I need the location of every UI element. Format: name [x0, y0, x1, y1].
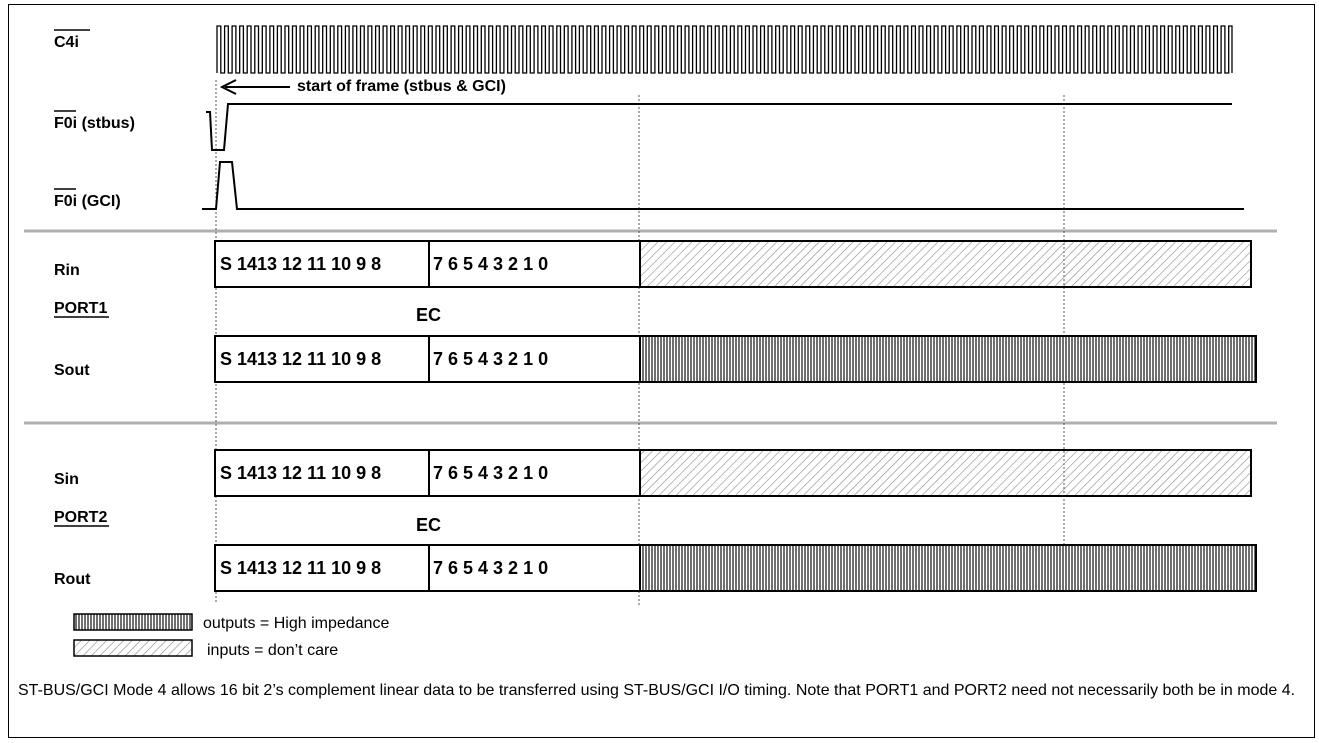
- port2-ec-label: EC: [416, 515, 441, 535]
- label-f0i-stbus: F0i (stbus): [54, 115, 135, 132]
- sout-high-bits: S 1413 12 11 10 9 8: [220, 349, 381, 369]
- label-sin: Sin: [54, 471, 79, 488]
- label-f0i-gci: F0i (GCI): [54, 193, 121, 210]
- diagram-frame: [8, 4, 1315, 738]
- sout-low-byte-box: [428, 335, 641, 383]
- description-note: ST-BUS/GCI Mode 4 allows 16 bit 2’s comp…: [18, 682, 1296, 699]
- label-rout: Rout: [54, 571, 91, 588]
- legend-dont-care-swatch: [73, 639, 193, 657]
- port1-ec-label: EC: [416, 305, 441, 325]
- label-sout: Sout: [54, 362, 90, 379]
- legend-high-impedance-swatch: [73, 613, 193, 631]
- label-rin: Rin: [54, 262, 80, 279]
- sout-high-impedance-region: [639, 335, 1257, 383]
- rin-low-bits: 7 6 5 4 3 2 1 0: [433, 254, 548, 274]
- sout-high-byte-box: [214, 335, 430, 383]
- sin-high-byte-box: [214, 449, 430, 497]
- start-of-frame-label: start of frame (stbus & GCI): [297, 78, 506, 95]
- rin-high-bits: S 1413 12 11 10 9 8: [220, 254, 381, 274]
- legend-inputs-label: inputs = don’t care: [207, 642, 338, 659]
- rout-high-byte-box: [214, 544, 430, 592]
- rout-high-bits: S 1413 12 11 10 9 8: [220, 558, 381, 578]
- legend-outputs-label: outputs = High impedance: [203, 615, 389, 632]
- rout-high-impedance-region: [639, 544, 1257, 592]
- sin-dont-care-region: [639, 449, 1252, 497]
- sout-low-bits: 7 6 5 4 3 2 1 0: [433, 349, 548, 369]
- sin-high-bits: S 1413 12 11 10 9 8: [220, 463, 381, 483]
- label-c4i: C4i: [54, 34, 79, 51]
- rin-dont-care-region: [639, 240, 1252, 288]
- label-port1: PORT1: [54, 300, 107, 317]
- sin-low-bits: 7 6 5 4 3 2 1 0: [433, 463, 548, 483]
- arrowhead-icon: [219, 79, 237, 95]
- label-port2: PORT2: [54, 509, 107, 526]
- f0i-stbus-waveform: [206, 103, 1232, 151]
- rout-low-bits: 7 6 5 4 3 2 1 0: [433, 558, 548, 578]
- rout-low-byte-box: [428, 544, 641, 592]
- c4i-clock-waveform: [216, 25, 1233, 74]
- f0i-gci-waveform: [202, 161, 1244, 210]
